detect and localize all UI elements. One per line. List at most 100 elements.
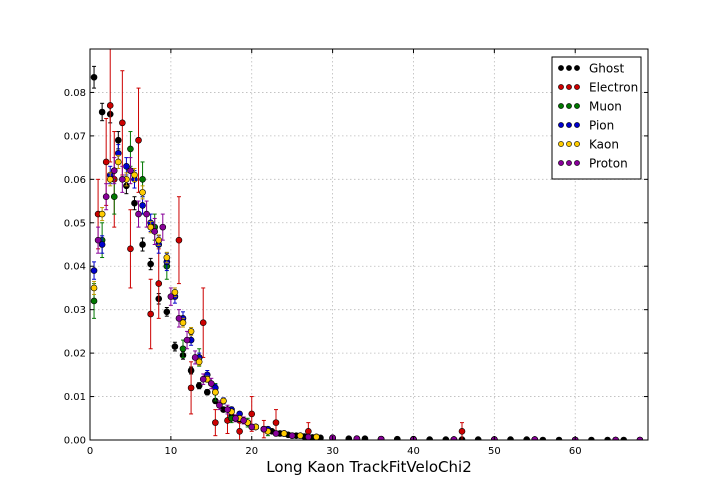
data-point [90, 297, 98, 305]
data-point [175, 236, 183, 244]
x-tick-label: 10 [165, 446, 178, 457]
data-point [604, 436, 611, 440]
data-point [187, 384, 195, 392]
legend-marker [574, 141, 580, 147]
y-tick-label: 0.04 [64, 262, 86, 273]
data-point [94, 236, 102, 244]
data-point [458, 428, 466, 435]
legend-marker [574, 65, 580, 71]
data-point [191, 354, 199, 361]
data-point [171, 343, 179, 350]
legend-label: Proton [589, 157, 628, 171]
data-point [212, 419, 219, 426]
legend-marker [574, 103, 580, 109]
y-tick-label: 0.01 [64, 392, 86, 403]
data-point [612, 436, 619, 440]
data-point [139, 176, 146, 183]
data-point [620, 436, 628, 440]
data-point [151, 228, 158, 235]
data-point [131, 171, 138, 179]
data-point [272, 430, 280, 437]
data-point [127, 245, 134, 253]
data-point [232, 414, 239, 422]
axis-ticks: 0 10 20 30 40 50 60 0.00 0.01 0.02 0.03 0.04 0.05 0.0… [64, 49, 648, 457]
data-point [195, 382, 203, 389]
data-point [636, 436, 644, 440]
data-point [119, 119, 126, 127]
legend-item-kaon: Kaon [558, 138, 619, 152]
x-tick-label: 40 [407, 446, 420, 457]
legend-marker [566, 160, 572, 166]
legend-item-ghost: Ghost [558, 62, 624, 76]
data-point [183, 336, 191, 344]
data-point [163, 254, 171, 261]
data-point [90, 73, 98, 81]
data-point [106, 102, 114, 109]
data-point [224, 406, 231, 413]
data-point [555, 436, 563, 440]
data-point [143, 210, 150, 218]
data-point [139, 241, 146, 248]
data-point [135, 210, 142, 218]
data-point [106, 176, 114, 183]
data-point [199, 375, 207, 383]
data-point [155, 280, 163, 287]
data-point [127, 167, 134, 174]
legend-label: Muon [589, 100, 622, 114]
legend-marker [566, 65, 572, 71]
data-point [313, 433, 320, 440]
data-point [135, 136, 142, 144]
data-point [119, 176, 126, 183]
legend: Ghost Electron Muon Pion Kaon Proton [551, 56, 642, 180]
legend-item-muon: Muon [558, 100, 622, 114]
legend-marker [558, 84, 564, 90]
legend-item-electron: Electron [558, 81, 638, 95]
data-point [305, 433, 312, 440]
legend-marker [558, 122, 564, 128]
legend-box [551, 56, 642, 180]
data-point [98, 241, 106, 248]
data-point [147, 310, 154, 318]
data-point [248, 410, 256, 418]
data-point [159, 223, 167, 231]
legend-label: Pion [589, 119, 614, 133]
data-point [345, 435, 353, 440]
data-point [539, 436, 547, 440]
data-point [115, 136, 122, 144]
legend-item-pion: Pion [558, 119, 614, 133]
data-point [280, 430, 288, 437]
y-tick-label: 0.05 [64, 218, 86, 229]
legend-marker [566, 122, 572, 128]
data-point [98, 210, 106, 218]
data-point [248, 423, 256, 431]
legend-marker [574, 84, 580, 90]
data-point [288, 432, 296, 439]
y-tick-label: 0.02 [64, 349, 86, 360]
x-tick-label: 30 [326, 446, 339, 457]
data-point [139, 202, 146, 209]
data-point [102, 193, 110, 201]
data-point [212, 388, 219, 396]
x-tick-label: 50 [488, 446, 501, 457]
data-point [199, 319, 207, 327]
data-point [236, 428, 243, 435]
data-point [171, 288, 179, 296]
x-tick-label: 0 [87, 446, 93, 457]
y-tick-label: 0.06 [64, 175, 86, 186]
data-point [195, 358, 203, 366]
legend-label: Kaon [589, 138, 619, 152]
data-point [208, 380, 215, 387]
data-point [179, 319, 187, 327]
data-point [296, 432, 304, 439]
data-point [98, 108, 106, 116]
legend-marker [574, 122, 580, 128]
x-tick-label: 20 [245, 446, 258, 457]
data-point [175, 315, 183, 322]
x-axis-label: Long Kaon TrackFitVeloChi2 [266, 458, 471, 476]
data-point [115, 158, 122, 166]
series-proton [94, 157, 644, 440]
data-point [394, 435, 401, 440]
data-point [147, 260, 154, 268]
data-point [90, 284, 98, 292]
x-tick-label: 60 [569, 446, 582, 457]
